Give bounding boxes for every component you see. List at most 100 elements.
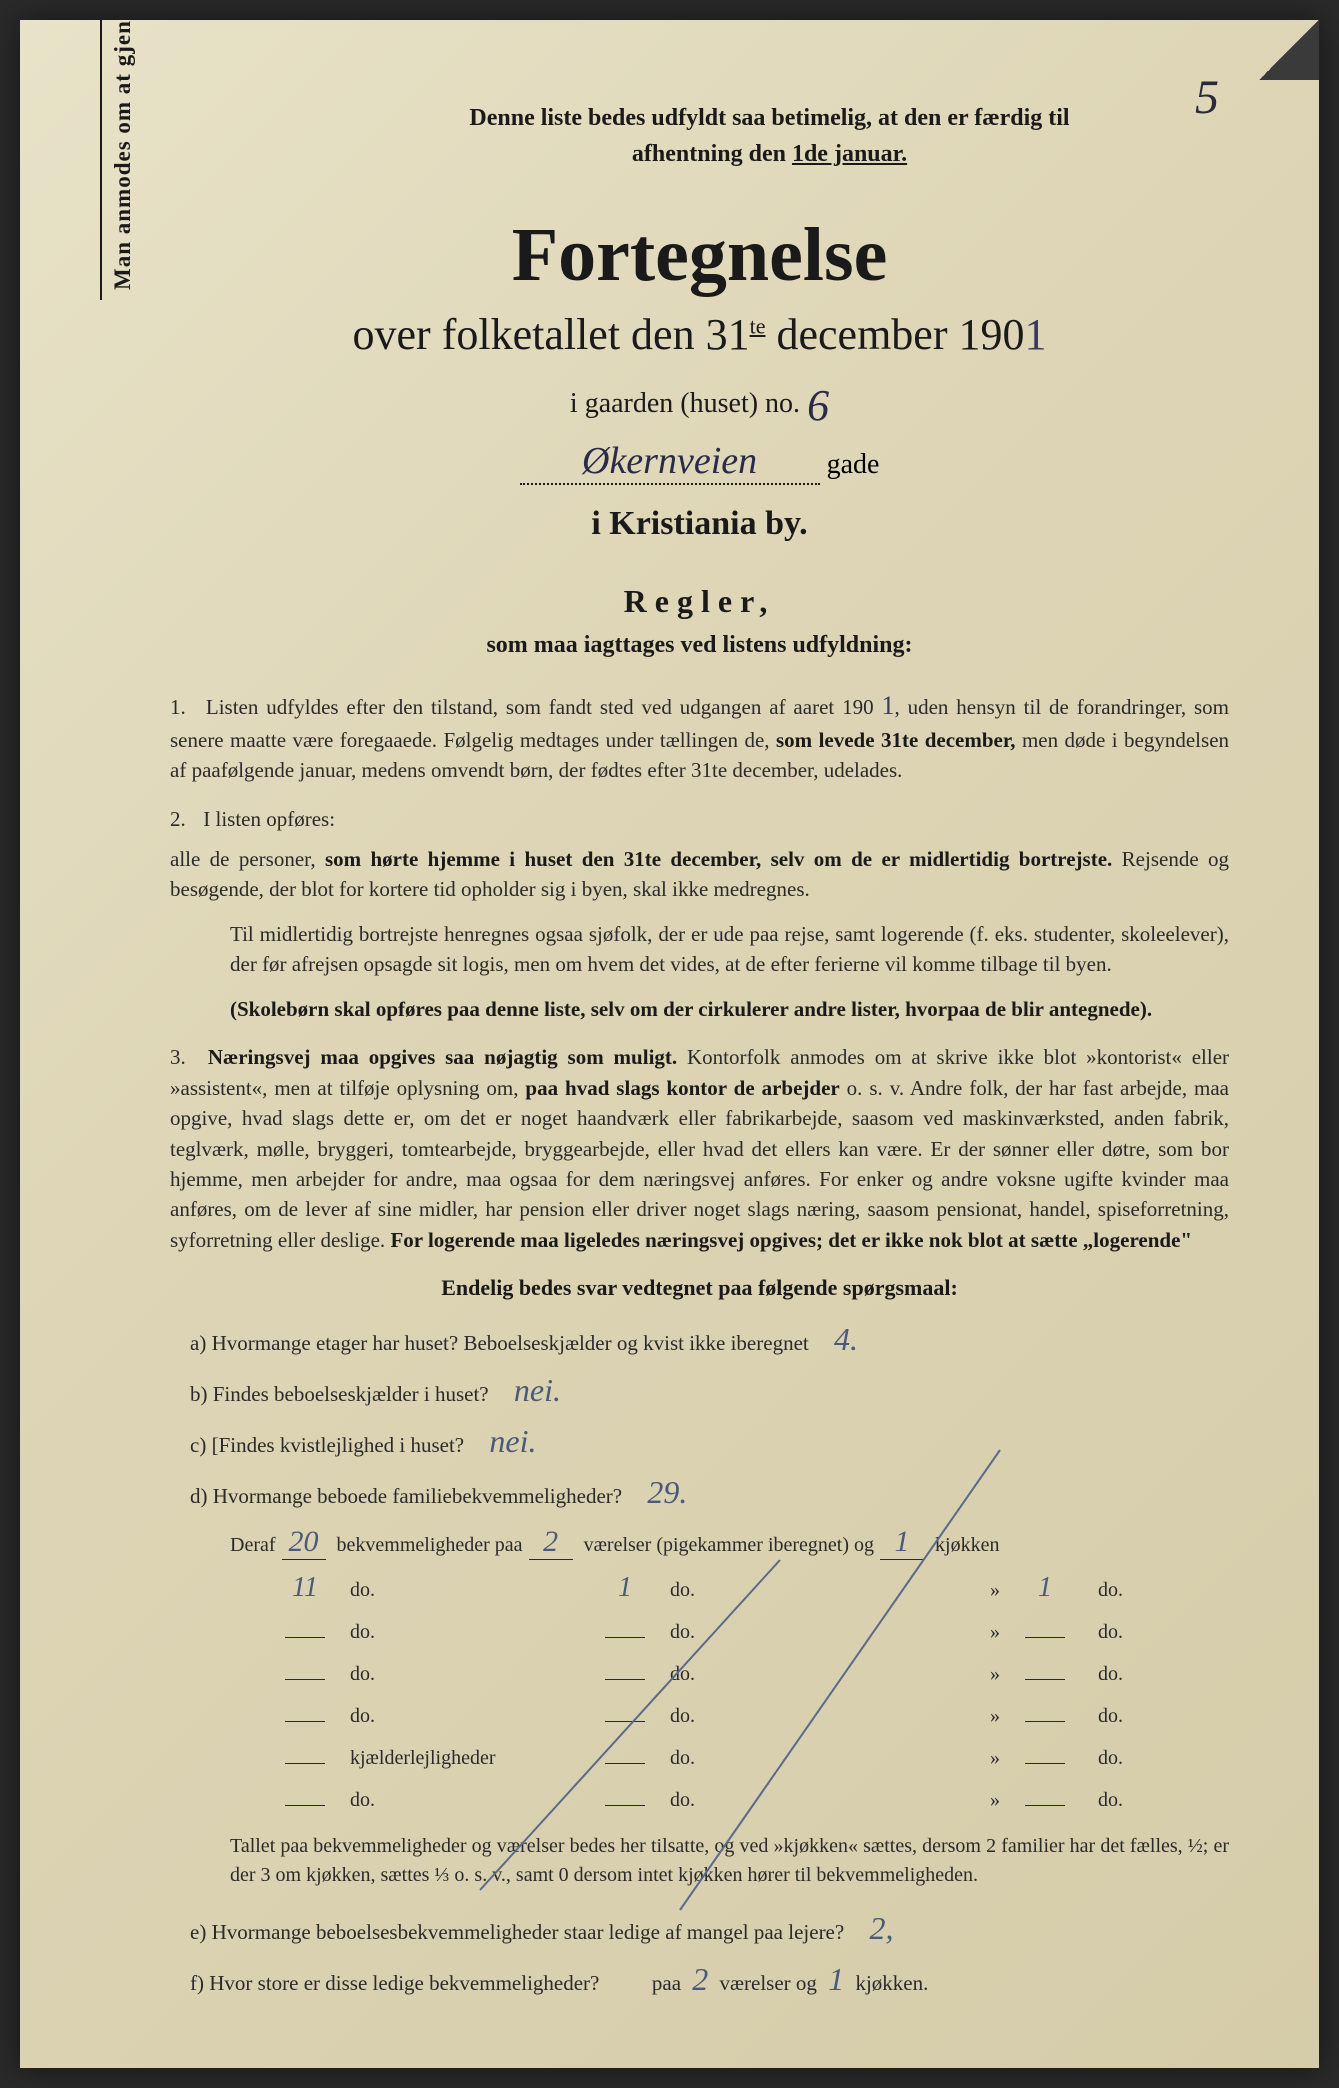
rule-2-p1a: alle de personer,	[170, 847, 325, 871]
rule-2: 2. I listen opføres: alle de personer, s…	[170, 804, 1229, 1025]
question-f: f) Hvor store er disse ledige bekvemmeli…	[170, 1961, 1229, 1998]
table-cell-c1: 11	[260, 1572, 350, 1604]
table-cell-c5: »	[800, 1621, 1000, 1644]
rule-2-a: I listen opføres:	[203, 807, 335, 831]
top-note-line2-pre: afhentning den	[632, 141, 792, 167]
rule-3-bold-c: For logerende maa ligeledes næringsvej o…	[390, 1228, 1192, 1252]
q-f-a1: 2	[692, 1961, 708, 1998]
rule-1-num: 1.	[170, 692, 198, 722]
q-f-suffix: kjøkken.	[855, 1971, 928, 1995]
table-cell-c4: do.	[670, 1663, 800, 1686]
q-f-mid1: paa	[652, 1971, 681, 1995]
rule-2-para1: alle de personer, som hørte hjemme i hus…	[170, 844, 1229, 905]
table-row: do.do.»do.	[260, 1656, 1229, 1688]
question-d: d) Hvormange beboede familiebekvemmeligh…	[170, 1474, 1229, 1511]
table-cell-c1	[260, 1782, 350, 1814]
rule-3-num: 3.	[170, 1042, 198, 1072]
table-cell-c3: 1	[580, 1572, 670, 1604]
table-cell-c2: do.	[350, 1705, 580, 1728]
table-cell-c6	[1000, 1656, 1090, 1688]
table-row: do.do.»do.	[260, 1782, 1229, 1814]
table-cell-c7: do.	[1090, 1621, 1160, 1644]
q-b-ans: nei.	[514, 1372, 561, 1409]
table-note: Tallet paa bekvemmeligheder og værelser …	[170, 1832, 1229, 1890]
top-note: Denne liste bedes udfyldt saa betimelig,…	[310, 100, 1229, 172]
q-e-ans: 2,	[869, 1910, 893, 1947]
table-cell-c4: do.	[670, 1579, 800, 1602]
table-cell-c6	[1000, 1614, 1090, 1646]
content-area: Denne liste bedes udfyldt saa betimelig,…	[170, 100, 1229, 1998]
table-cell-c4: do.	[670, 1621, 800, 1644]
subtitle-sup: te	[750, 313, 766, 338]
q-f-a2: 1	[828, 1961, 844, 1998]
question-b: b) Findes beboelseskjælder i huset? nei.	[170, 1372, 1229, 1409]
city: i Kristiania by.	[170, 505, 1229, 543]
question-a: a) Hvormange etager har huset? Beboelses…	[170, 1321, 1229, 1358]
subtitle: over folketallet den 31te december 1901	[170, 309, 1229, 360]
rule-2-p1b: som hørte hjemme i huset den 31te decemb…	[325, 847, 1112, 871]
deraf-a1: 20	[282, 1525, 326, 1560]
table-cell-c5: »	[800, 1663, 1000, 1686]
q-c-text: [Findes kvistlejlighed i huset?	[212, 1433, 465, 1457]
table-row: do.do.»do.	[260, 1614, 1229, 1646]
question-e: e) Hvormange beboelsesbekvemmeligheder s…	[170, 1910, 1229, 1947]
questions: Endelig bedes svar vedtegnet paa følgend…	[170, 1275, 1229, 1998]
table-cell-c4: do.	[670, 1747, 800, 1770]
do-table: 11do.1do.»1do.do.do.»do.do.do.»do.do.do.…	[260, 1572, 1229, 1814]
table-cell-c2: do.	[350, 1621, 580, 1644]
q-e-text: Hvormange beboelsesbekvemmeligheder staa…	[212, 1920, 845, 1944]
rule-3-bold-b: paa hvad slags kontor de arbejder	[525, 1076, 839, 1100]
subtitle-pre: over folketallet den 31	[353, 310, 750, 359]
rule-3-bold-a: Næringsvej maa opgives saa nøjagtig som …	[208, 1045, 677, 1069]
subtitle-year-hand: 1	[1024, 310, 1046, 359]
deraf-line: Deraf20 bekvemmeligheder paa2 værelser (…	[170, 1525, 1229, 1560]
page-number: 5	[1195, 70, 1219, 125]
q-f-text: Hvor store er disse ledige bekvemmelighe…	[209, 1971, 599, 1995]
table-cell-c1	[260, 1740, 350, 1772]
q-c-ans: nei.	[489, 1423, 536, 1460]
table-cell-c3	[580, 1740, 670, 1772]
q-a-ans: 4.	[834, 1321, 858, 1358]
deraf-a3: 1	[880, 1525, 924, 1560]
table-cell-c6: 1	[1000, 1572, 1090, 1604]
main-title: Fortegnelse	[170, 212, 1229, 299]
top-note-line1: Denne liste bedes udfyldt saa betimelig,…	[469, 105, 1069, 131]
table-cell-c5: »	[800, 1579, 1000, 1602]
table-cell-c5: »	[800, 1789, 1000, 1812]
rule-2-para3: (Skolebørn skal opføres paa denne liste,…	[230, 994, 1229, 1024]
rule-3-b: o. s. v. Andre folk, der har fast arbejd…	[170, 1076, 1229, 1252]
table-cell-c7: do.	[1090, 1579, 1160, 1602]
rule-1-bold: som levede 31te december,	[776, 728, 1016, 752]
table-cell-c6	[1000, 1698, 1090, 1730]
table-cell-c4: do.	[670, 1789, 800, 1812]
deraf-suffix: kjøkken	[935, 1534, 999, 1556]
table-cell-c5: »	[800, 1747, 1000, 1770]
table-cell-c6	[1000, 1782, 1090, 1814]
rule-1: 1. Listen udfyldes efter den tilstand, s…	[170, 687, 1229, 786]
deraf-pre: Deraf	[230, 1534, 276, 1556]
q-a-text: Hvormange etager har huset? Beboelseskjæ…	[212, 1331, 809, 1355]
table-cell-c2: do.	[350, 1789, 580, 1812]
table-cell-c1	[260, 1656, 350, 1688]
subtitle-mid: december 190	[765, 310, 1024, 359]
regler-title: Regler,	[170, 583, 1229, 620]
table-cell-c6	[1000, 1740, 1090, 1772]
table-cell-c7: do.	[1090, 1705, 1160, 1728]
deraf-mid1: bekvemmeligheder paa	[337, 1534, 523, 1556]
table-cell-c5: »	[800, 1705, 1000, 1728]
street-line: Økernveien gade	[170, 439, 1229, 485]
street-name: Økernveien	[520, 439, 820, 485]
rule-2-num: 2.	[170, 804, 198, 834]
table-cell-c1	[260, 1614, 350, 1646]
table-cell-c2: do.	[350, 1579, 580, 1602]
question-c: c) [Findes kvistlejlighed i huset? nei.	[170, 1423, 1229, 1460]
q-b-label: b)	[190, 1382, 208, 1406]
table-cell-c4: do.	[670, 1705, 800, 1728]
endelig-title: Endelig bedes svar vedtegnet paa følgend…	[170, 1275, 1229, 1301]
table-cell-c2: kjælderlejligheder	[350, 1747, 580, 1770]
table-row: 11do.1do.»1do.	[260, 1572, 1229, 1604]
document-page: 5 Man anmodes om at gjennemlæse og nøje …	[20, 20, 1319, 2068]
q-a-label: a)	[190, 1331, 206, 1355]
table-cell-c1	[260, 1698, 350, 1730]
rule-1-a: Listen udfyldes efter den tilstand, som …	[206, 695, 874, 719]
